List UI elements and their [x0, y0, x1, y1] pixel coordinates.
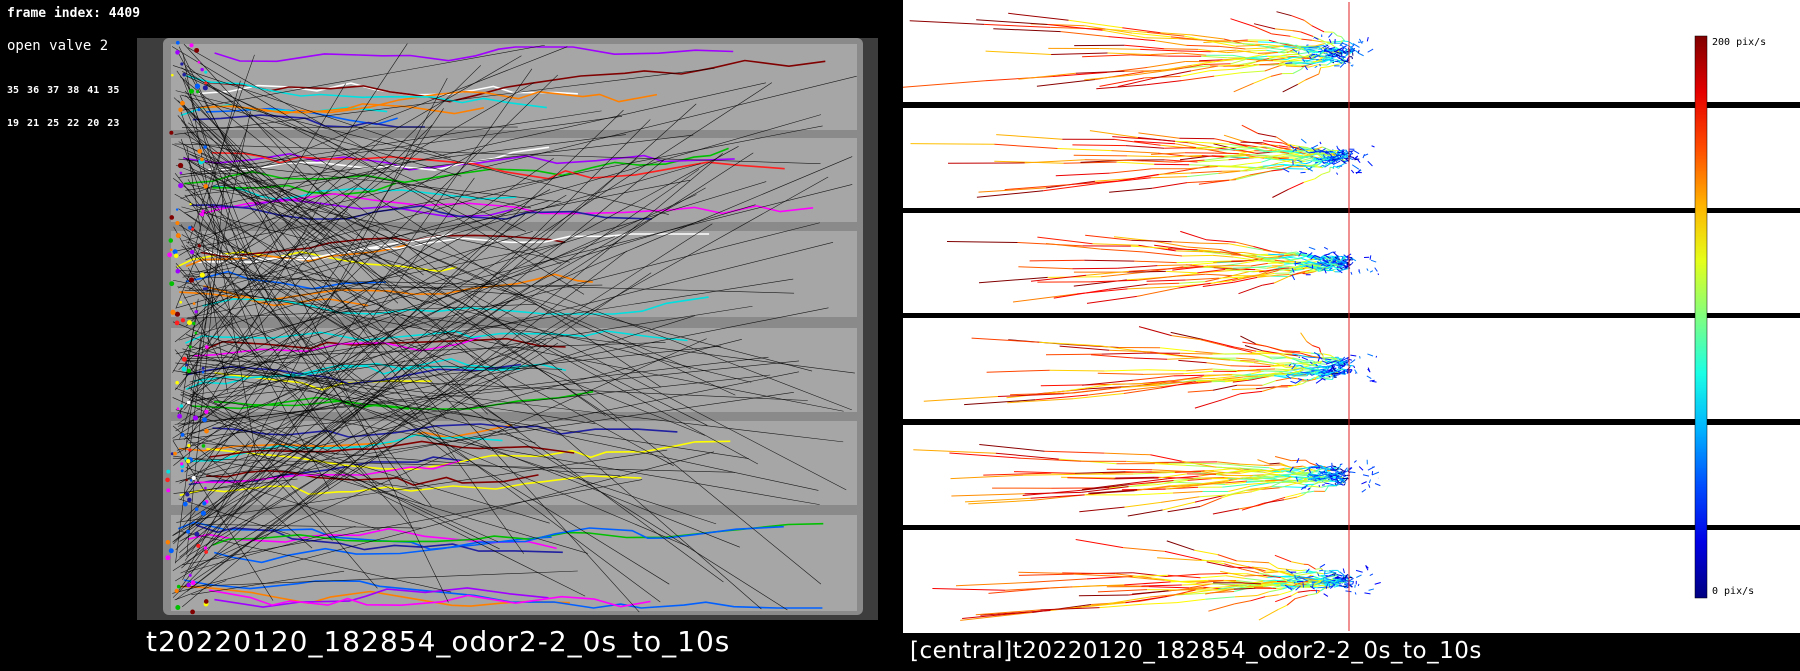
arena-5-tracks: [913, 444, 1381, 517]
video-frame[interactable]: [137, 38, 878, 620]
colorbar: [1694, 35, 1708, 599]
tracking-overlay: [137, 38, 878, 620]
arena-6-tracks: [932, 539, 1381, 621]
colorbar-min-label: 0 pix/s: [1712, 586, 1754, 597]
valve-status: open valve 2: [7, 38, 109, 54]
arena-2-tracks: [910, 124, 1375, 198]
track-ids-row-2: 19 21 25 22 20 23: [7, 118, 120, 129]
colorbar-max-label: 200 pix/s: [1712, 37, 1766, 48]
plot-title: [central]t20220120_182854_odor2-2_0s_to_…: [910, 638, 1482, 664]
arena-4-tracks: [923, 326, 1378, 409]
track-ids-row-1: 35 36 37 38 41 35: [7, 85, 120, 96]
trajectory-plot: 200 pix/s 0 pix/s: [903, 0, 1800, 633]
arena-3-tracks: [946, 230, 1380, 304]
arena-channel-3: [171, 231, 857, 317]
video-title: t20220120_182854_odor2-2_0s_to_10s: [146, 625, 731, 658]
trajectory-canvas: 200 pix/s 0 pix/s: [903, 0, 1800, 633]
frame-index-label: frame index: 4409: [7, 6, 141, 21]
arena-1-tracks: [903, 11, 1374, 93]
